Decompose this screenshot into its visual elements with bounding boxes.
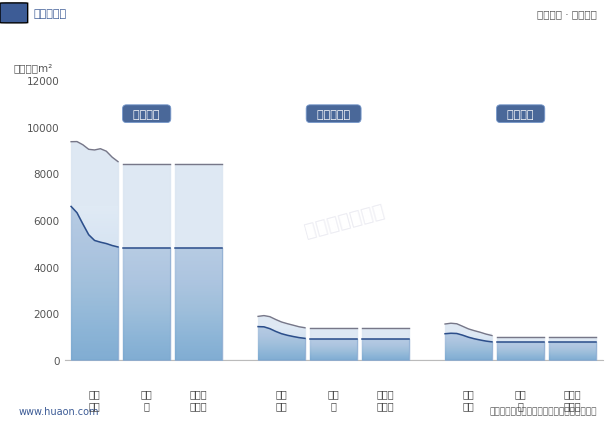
Text: 商业营
业用房: 商业营 业用房 xyxy=(564,388,582,410)
FancyBboxPatch shape xyxy=(0,4,28,24)
Text: 办公
楼: 办公 楼 xyxy=(515,388,526,410)
Text: 单位：万m²: 单位：万m² xyxy=(14,63,53,72)
Text: 商品
住宅: 商品 住宅 xyxy=(462,388,474,410)
Text: 办公
楼: 办公 楼 xyxy=(328,388,339,410)
Text: 新开工面积: 新开工面积 xyxy=(310,109,357,119)
Text: 办公
楼: 办公 楼 xyxy=(141,388,153,410)
Text: 华经情报网: 华经情报网 xyxy=(34,9,67,19)
Text: 2016-2024年1-11月海南省房地产施工面积情况: 2016-2024年1-11月海南省房地产施工面积情况 xyxy=(161,41,454,59)
Text: 商品
住宅: 商品 住宅 xyxy=(276,388,287,410)
Text: 商业营
业用房: 商业营 业用房 xyxy=(377,388,395,410)
Text: 数据来源：国家统计局，华经产业研究院整理: 数据来源：国家统计局，华经产业研究院整理 xyxy=(489,406,597,416)
Text: 商品
住宅: 商品 住宅 xyxy=(89,388,100,410)
Text: 施工面积: 施工面积 xyxy=(127,109,167,119)
Text: 商业营
业用房: 商业营 业用房 xyxy=(190,388,208,410)
Text: www.huaon.com: www.huaon.com xyxy=(18,406,99,416)
Text: 竣工面积: 竣工面积 xyxy=(501,109,541,119)
Text: 专业严谨 · 客观科学: 专业严谨 · 客观科学 xyxy=(537,9,597,19)
Text: 华经产业研究院: 华经产业研究院 xyxy=(302,201,387,240)
